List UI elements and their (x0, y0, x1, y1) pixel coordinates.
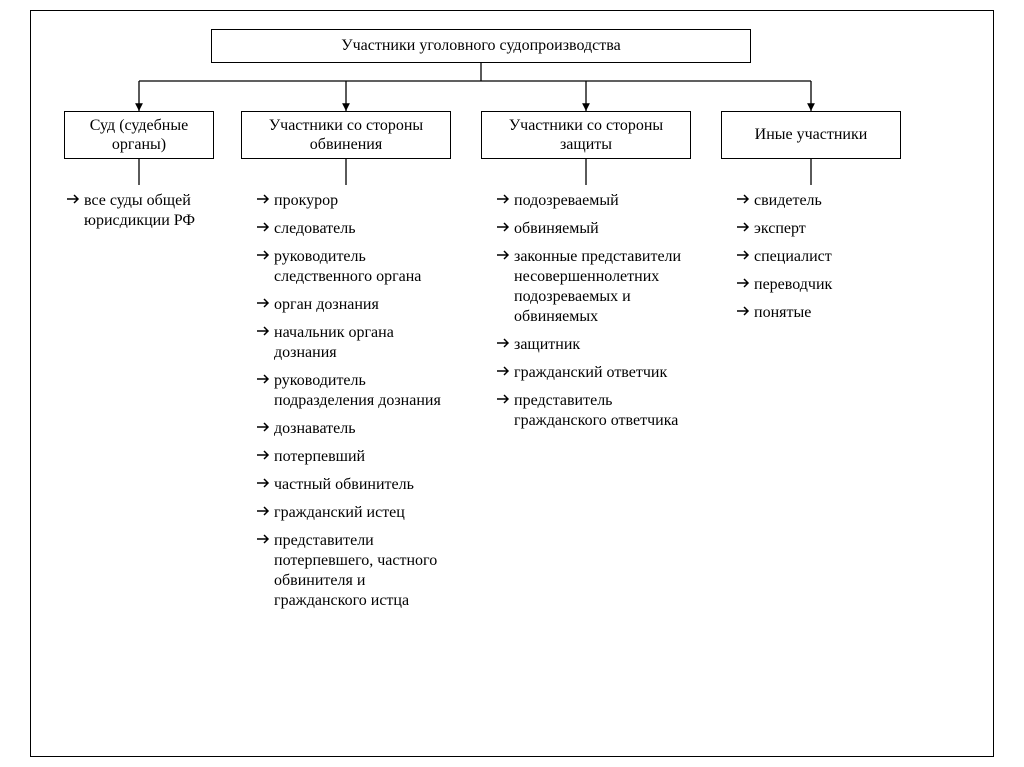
list-item: руководитель следственного органа (256, 247, 446, 287)
list-item: руководитель подразделения дознания (256, 371, 446, 411)
bullet-arrow-icon (256, 419, 274, 439)
list-item-label: законные представители несовершенно­летн… (514, 247, 686, 327)
list-item: представители потерпевшего, частного обв… (256, 531, 446, 611)
bullet-arrow-icon (256, 531, 274, 611)
list-item-label: следователь (274, 219, 446, 239)
bullet-arrow-icon (496, 363, 514, 383)
bullet-arrow-icon (736, 219, 754, 239)
branch-header-court: Суд (судебные органы) (64, 111, 214, 159)
bullet-arrow-icon (736, 191, 754, 211)
list-item-label: начальник органа дознания (274, 323, 446, 363)
list-item-label: руководитель подразделения дознания (274, 371, 446, 411)
bullet-arrow-icon (256, 219, 274, 239)
list-item: специалист (736, 247, 896, 267)
list-item-label: специалист (754, 247, 896, 267)
bullet-arrow-icon (256, 323, 274, 363)
bullet-arrow-icon (736, 247, 754, 267)
branch-header-label: Иные участники (755, 125, 868, 144)
list-item: понятые (736, 303, 896, 323)
branch-header-label: Суд (судебные органы) (90, 116, 188, 154)
list-item-label: потерпевший (274, 447, 446, 467)
list-item: прокурор (256, 191, 446, 211)
bullet-arrow-icon (66, 191, 84, 231)
list-item-label: дознаватель (274, 419, 446, 439)
list-item: гражданский истец (256, 503, 446, 523)
branch-list-prosecution: прокурор следователь руководитель следстве… (256, 191, 446, 619)
bullet-arrow-icon (736, 275, 754, 295)
bullet-arrow-icon (496, 191, 514, 211)
bullet-arrow-icon (496, 335, 514, 355)
list-item-label: гражданский ответчик (514, 363, 686, 383)
branch-header-label: Участники со стороны защиты (488, 116, 684, 154)
branch-header-label: Участники со стороны обвинения (248, 116, 444, 154)
list-item: начальник органа дознания (256, 323, 446, 363)
root-label: Участники уголовного судопроизводства (341, 36, 620, 55)
bullet-arrow-icon (256, 475, 274, 495)
root-node: Участники уголовного судопроизводства (211, 29, 751, 63)
list-item-label: переводчик (754, 275, 896, 295)
branch-list-other: свидетель эксперт специалист переводчик поня… (736, 191, 896, 331)
list-item-label: свидетель (754, 191, 896, 211)
branch-list-defense: подозреваемый обвиняемый законные представ… (496, 191, 686, 439)
list-item: защитник (496, 335, 686, 355)
list-item: эксперт (736, 219, 896, 239)
bullet-arrow-icon (256, 371, 274, 411)
list-item-label: понятые (754, 303, 896, 323)
bullet-arrow-icon (256, 447, 274, 467)
list-item: представитель гражданского ответчика (496, 391, 686, 431)
branch-header-defense: Участники со стороны защиты (481, 111, 691, 159)
list-item-label: прокурор (274, 191, 446, 211)
list-item: переводчик (736, 275, 896, 295)
bullet-arrow-icon (496, 391, 514, 431)
list-item: орган дознания (256, 295, 446, 315)
list-item: все суды общей юрисдик­ции РФ (66, 191, 206, 231)
branch-header-other: Иные участники (721, 111, 901, 159)
branch-header-prosecution: Участники со стороны обвинения (241, 111, 451, 159)
list-item: обвиняемый (496, 219, 686, 239)
list-item: свидетель (736, 191, 896, 211)
list-item-label: защитник (514, 335, 686, 355)
list-item-label: подозреваемый (514, 191, 686, 211)
bullet-arrow-icon (496, 247, 514, 327)
diagram-frame: Участники уголовного судопроизводства Су… (30, 10, 994, 757)
list-item-label: представитель гражданского ответчика (514, 391, 686, 431)
list-item: подозреваемый (496, 191, 686, 211)
bullet-arrow-icon (736, 303, 754, 323)
branch-list-court: все суды общей юрисдик­ции РФ (66, 191, 206, 239)
list-item: потерпевший (256, 447, 446, 467)
list-item: гражданский ответчик (496, 363, 686, 383)
list-item: частный обвинитель (256, 475, 446, 495)
bullet-arrow-icon (256, 191, 274, 211)
list-item-label: все суды общей юрисдик­ции РФ (84, 191, 206, 231)
bullet-arrow-icon (256, 295, 274, 315)
bullet-arrow-icon (256, 503, 274, 523)
list-item-label: представители потерпевшего, частного обв… (274, 531, 446, 611)
list-item-label: эксперт (754, 219, 896, 239)
list-item-label: руководитель следственного органа (274, 247, 446, 287)
list-item-label: орган дознания (274, 295, 446, 315)
bullet-arrow-icon (496, 219, 514, 239)
list-item-label: гражданский истец (274, 503, 446, 523)
list-item-label: обвиняемый (514, 219, 686, 239)
list-item: следователь (256, 219, 446, 239)
bullet-arrow-icon (256, 247, 274, 287)
list-item-label: частный обвинитель (274, 475, 446, 495)
list-item: законные представители несовершенно­летн… (496, 247, 686, 327)
list-item: дознаватель (256, 419, 446, 439)
